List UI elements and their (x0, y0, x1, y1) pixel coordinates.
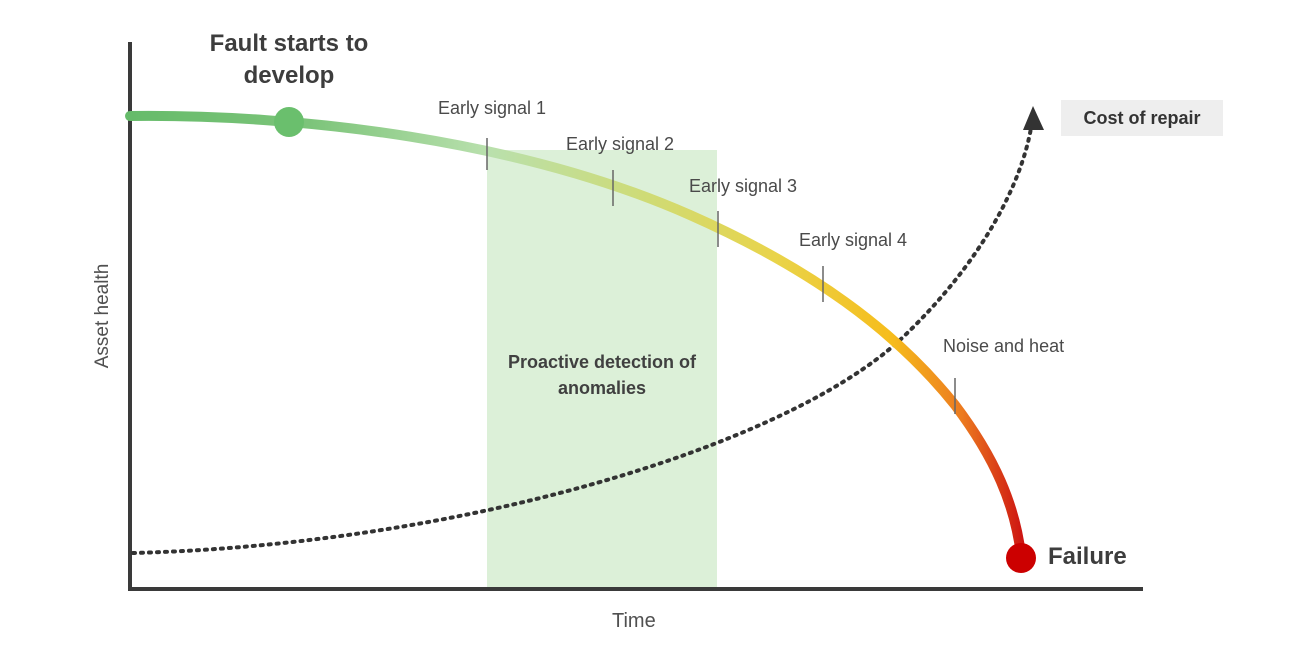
early-signal-4-label: Early signal 4 (799, 230, 908, 250)
cost-of-repair-label: Cost of repair (1061, 100, 1223, 136)
early-signal-1-label: Early signal 1 (438, 98, 547, 118)
y-axis-label: Asset health (92, 263, 113, 369)
asset-health-curve (125, 110, 1026, 560)
noise-and-heat-label: Noise and heat (943, 336, 1065, 356)
x-axis-label: Time (612, 610, 656, 632)
failure-marker (1006, 543, 1036, 573)
fault-start-marker (274, 107, 304, 137)
proactive-detection-zone (487, 150, 717, 588)
fault-start-label: Fault starts to develop (209, 30, 369, 89)
early-signal-3-label: Early signal 3 (689, 176, 798, 196)
cost-arrow-head (1023, 106, 1044, 130)
early-signal-2-label: Early signal 2 (566, 134, 675, 154)
failure-label: Failure (1048, 543, 1127, 570)
cost-of-repair-curve (131, 126, 1033, 555)
proactive-detection-label: Proactive detection of anomalies (507, 352, 697, 398)
